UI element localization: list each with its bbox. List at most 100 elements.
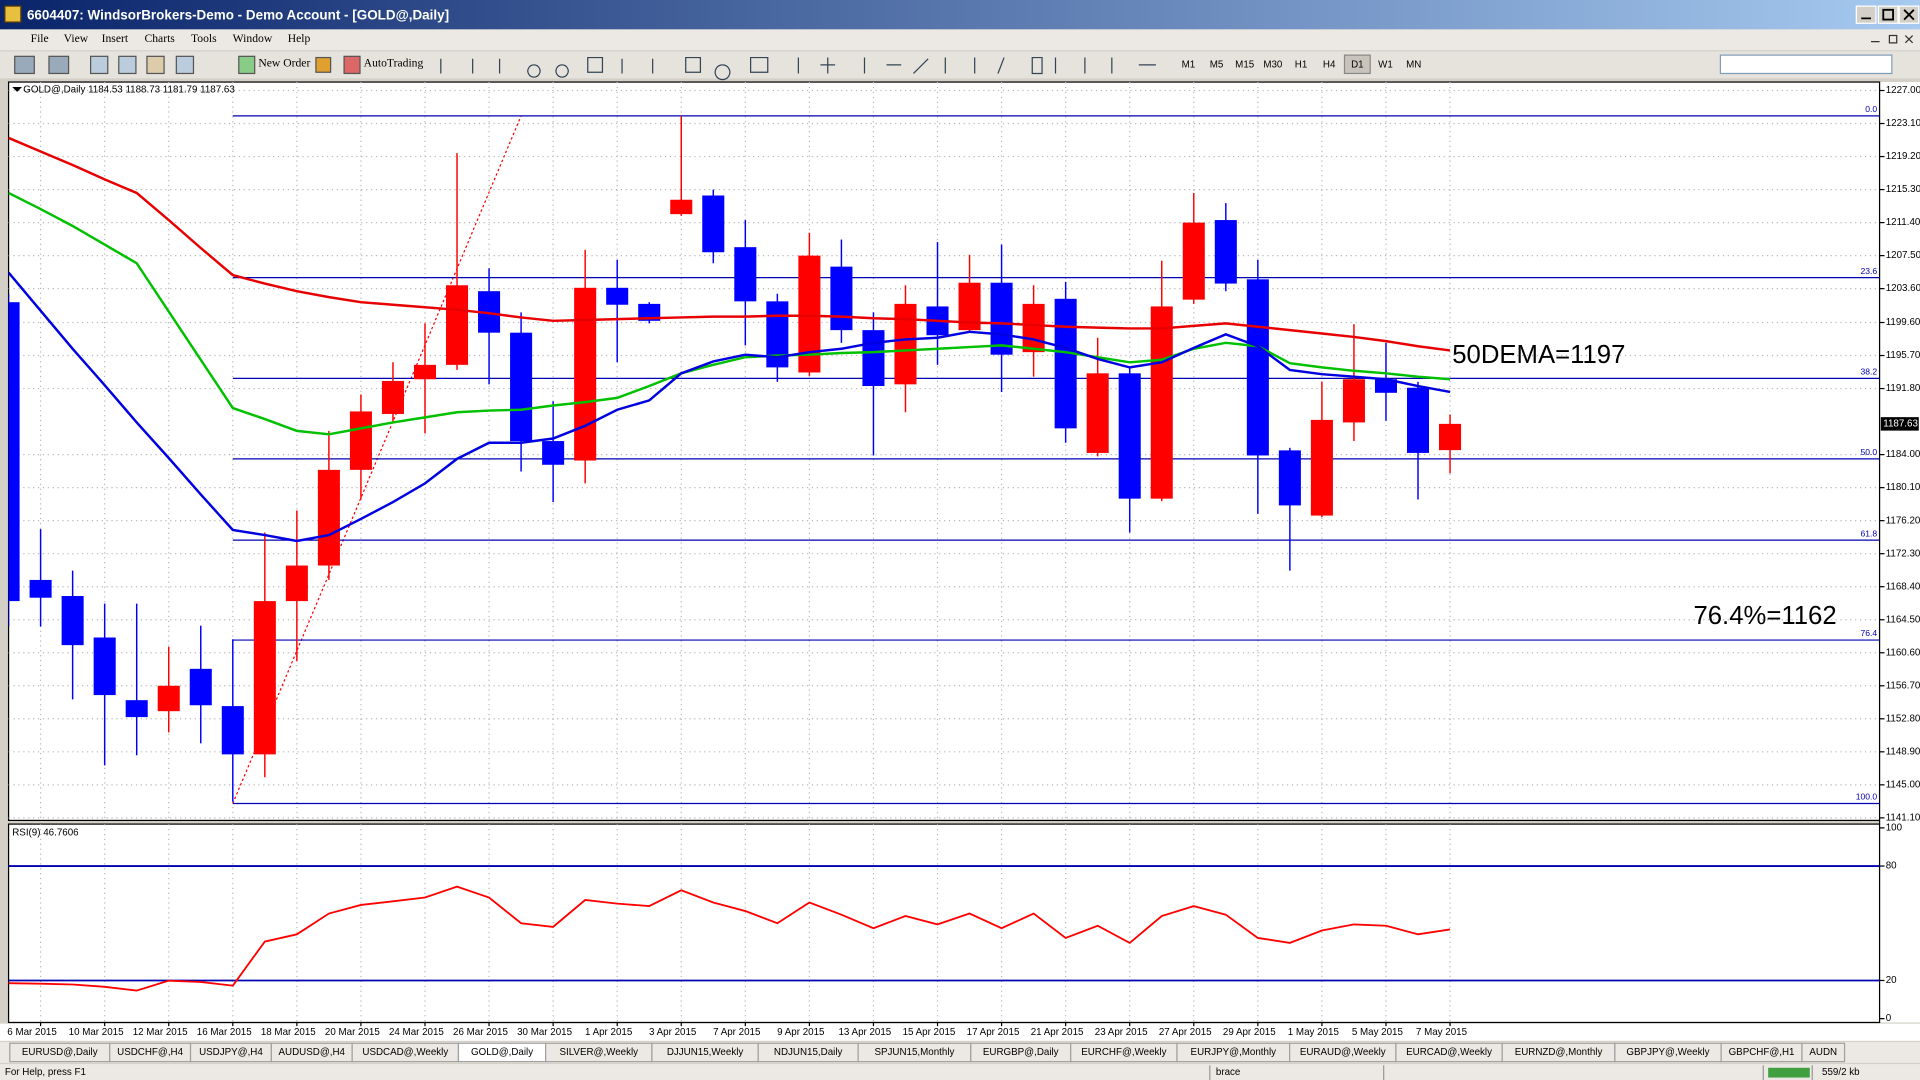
tool-icon[interactable] — [315, 56, 332, 73]
candle-body — [317, 469, 340, 566]
menu-item[interactable]: File — [31, 32, 49, 45]
autotrading-icon[interactable] — [343, 55, 361, 75]
tab-label[interactable]: EURAUD@,Weekly — [1300, 1047, 1386, 1058]
tab-label[interactable]: EURCHF@,Weekly — [1081, 1047, 1166, 1058]
tool-icon[interactable] — [175, 55, 195, 75]
tab-label[interactable]: DJJUN15,Weekly — [667, 1047, 744, 1058]
minimize-button[interactable] — [1855, 5, 1877, 24]
timeframe-button[interactable]: M30 — [1263, 59, 1283, 70]
tab-label[interactable]: SILVER@,Weekly — [559, 1047, 638, 1058]
timeframe-active[interactable] — [1343, 54, 1371, 75]
connection-indicator — [1768, 1067, 1810, 1078]
candle-body — [1246, 279, 1269, 456]
candle-body — [1054, 298, 1077, 429]
candle-body — [349, 411, 372, 470]
tab-label[interactable]: NDJUN15,Daily — [774, 1047, 843, 1058]
timeframe-button[interactable]: W1 — [1378, 59, 1393, 70]
autotrading-label[interactable]: AutoTrading — [364, 56, 424, 69]
menu-item[interactable]: Tools — [191, 32, 217, 45]
rsi-chart — [8, 824, 1880, 1023]
timeframe-button[interactable]: M1 — [1182, 59, 1196, 70]
status-bar — [0, 1064, 1920, 1080]
tool-icon[interactable] — [90, 55, 109, 75]
status-profile: brace — [1216, 1067, 1240, 1078]
tool-icon[interactable] — [118, 55, 137, 75]
candle-body — [734, 247, 757, 302]
toolbar-icons — [14, 54, 1893, 81]
candle-body — [157, 685, 180, 712]
title-bar — [0, 0, 1920, 30]
candle-body — [894, 303, 917, 385]
tool-icon[interactable] — [48, 55, 70, 75]
fib-label: 61.8 — [1860, 528, 1877, 538]
timeframe-button[interactable]: D1 — [1351, 59, 1364, 70]
search-box[interactable] — [1719, 54, 1893, 75]
tab-label[interactable]: AUDUSD@,H4 — [279, 1047, 346, 1058]
axes: 1227.00 1223.10 1219.20 1215.30 1211.40 1207.… — [7, 85, 1920, 1038]
candle-body — [1310, 419, 1333, 516]
tab-label[interactable]: EURJPY@,Monthly — [1191, 1047, 1277, 1058]
candle-body — [8, 302, 20, 602]
candle-body — [798, 255, 821, 373]
window-controls — [1855, 5, 1920, 24]
tab-label[interactable]: EURNZD@,Monthly — [1515, 1047, 1603, 1058]
timeframe-button[interactable]: M15 — [1235, 59, 1255, 70]
tab-label[interactable]: AUDN — [1809, 1047, 1837, 1058]
tab-label[interactable]: GOLD@,Daily — [471, 1047, 533, 1058]
tab-label[interactable]: EURCAD@,Weekly — [1406, 1047, 1492, 1058]
date-label: 21 Apr 2015 — [1031, 1027, 1084, 1038]
candle-body — [990, 282, 1013, 355]
tab-label[interactable]: GBPJPY@,Weekly — [1626, 1047, 1709, 1058]
candle-body — [253, 601, 276, 755]
menu-item[interactable]: Window — [233, 32, 273, 45]
tool-icon[interactable] — [146, 55, 165, 75]
rsi-panel — [7, 823, 1881, 1024]
low: 1181.79 — [163, 84, 198, 95]
rsi-line — [8, 885, 1451, 992]
menu-item[interactable]: Insert — [102, 32, 129, 45]
candle-body — [830, 266, 853, 331]
tab-label[interactable]: USDCHF@,H4 — [117, 1047, 183, 1058]
date-label: 5 May 2015 — [1352, 1027, 1404, 1038]
tab-label[interactable]: GBPCHF@,H1 — [1729, 1047, 1795, 1058]
date-label: 1 May 2015 — [1288, 1027, 1340, 1038]
price-label-box — [1880, 417, 1919, 431]
tab[interactable] — [1801, 1042, 1846, 1063]
tab-label[interactable]: USDCAD@,Weekly — [362, 1047, 448, 1058]
control-glyphs — [1861, 8, 1915, 21]
tool-icon[interactable] — [14, 55, 35, 75]
price-tick-label: 1172.30 — [1886, 548, 1920, 559]
date-label: 6 Mar 2015 — [7, 1027, 57, 1038]
candle-body — [381, 380, 404, 414]
price-tick-label: 1199.60 — [1886, 317, 1920, 328]
drawing-tools[interactable] — [440, 56, 1156, 81]
menu-item[interactable]: Help — [288, 32, 311, 45]
timeframe-button[interactable]: H4 — [1323, 59, 1336, 70]
timeframe-button[interactable]: H1 — [1295, 59, 1308, 70]
chart-header: GOLD@,Daily 1184.53 1188.73 1181.79 1187… — [23, 84, 235, 95]
menu-item[interactable]: View — [64, 32, 89, 45]
tab-label[interactable]: EURGBP@,Daily — [983, 1047, 1059, 1058]
date-label: 26 Mar 2015 — [453, 1027, 508, 1038]
plot: 0.0 23.6 38.2 50.0 61.8 76.4 100.0 — [8, 82, 1880, 821]
timeframe-button[interactable]: MN — [1406, 59, 1421, 70]
chart-menu-arrow[interactable] — [12, 86, 23, 92]
tab-label[interactable]: EURUSD@,Daily — [22, 1047, 98, 1058]
price-tick-label: 1207.50 — [1886, 250, 1920, 261]
rsi-tick-label: 20 — [1886, 975, 1897, 986]
new-order-label[interactable]: New Order — [258, 56, 310, 69]
tab-label[interactable]: SPJUN15,Monthly — [874, 1047, 954, 1058]
moving-average — [8, 136, 1451, 352]
timeframe-button[interactable]: M5 — [1210, 59, 1224, 70]
tab-label[interactable]: USDJPY@,H4 — [199, 1047, 263, 1058]
date-label: 27 Apr 2015 — [1159, 1027, 1212, 1038]
menu-bar — [0, 29, 1920, 51]
candle-body — [413, 364, 437, 380]
menu-item[interactable]: Charts — [144, 32, 175, 45]
new-order-icon[interactable] — [238, 55, 256, 75]
window-title: 6604407: WindsorBrokers-Demo - Demo Acco… — [27, 7, 449, 22]
candle-body — [221, 706, 244, 755]
maximize-button[interactable] — [1877, 5, 1899, 24]
